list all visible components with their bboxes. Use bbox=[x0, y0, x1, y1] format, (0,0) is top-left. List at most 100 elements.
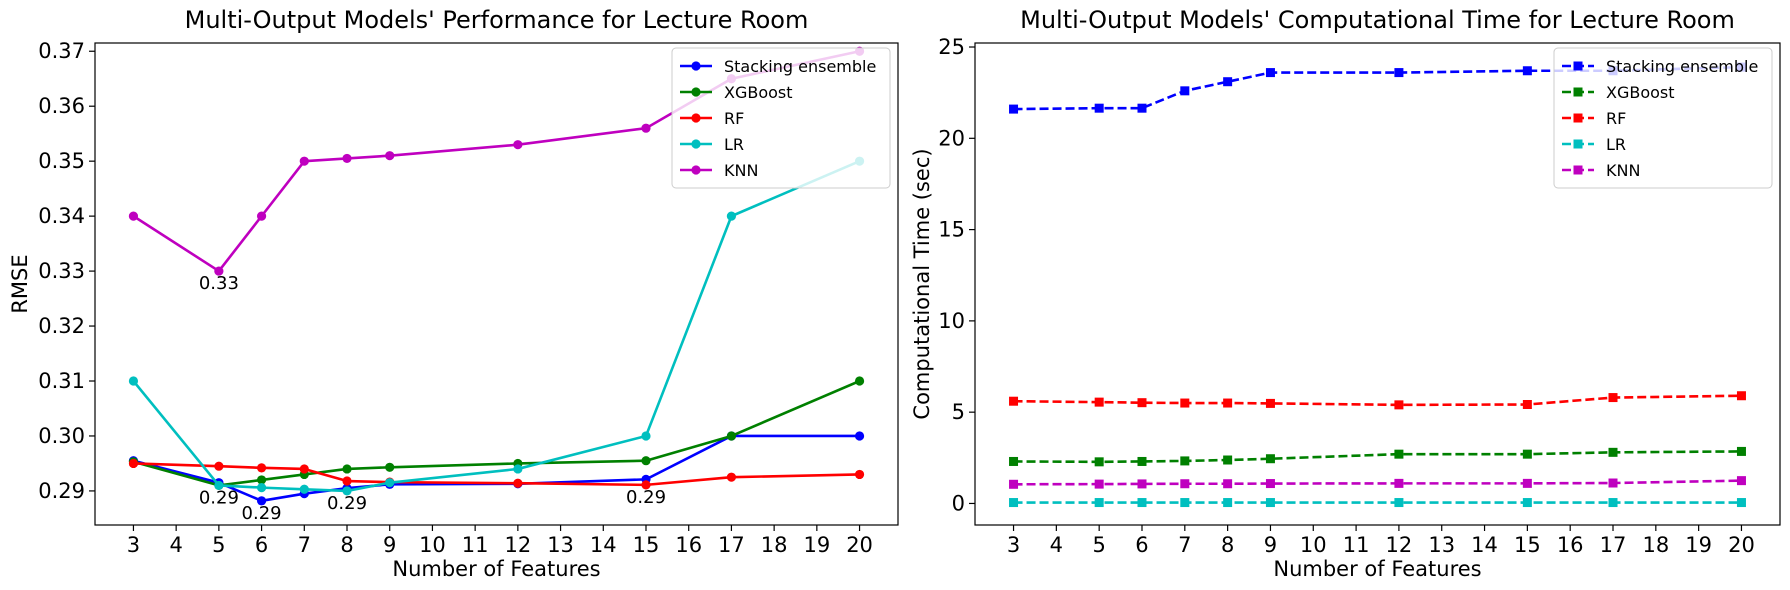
x-tick-label: 7 bbox=[298, 533, 311, 557]
data-label: 0.29 bbox=[327, 493, 367, 514]
data-point bbox=[256, 475, 267, 485]
x-tick-label: 12 bbox=[504, 533, 531, 557]
data-point bbox=[513, 140, 523, 150]
data-point bbox=[1394, 449, 1404, 459]
data-point bbox=[726, 431, 737, 441]
x-axis-label: Number of Features bbox=[392, 557, 600, 581]
chart-title: Multi-Output Models' Performance for Lec… bbox=[185, 6, 809, 34]
y-tick-label: 0.34 bbox=[38, 204, 85, 228]
legend-box bbox=[671, 47, 891, 189]
data-point bbox=[385, 151, 395, 161]
y-tick-label: 10 bbox=[938, 309, 965, 333]
x-tick-label: 9 bbox=[1264, 533, 1277, 557]
data-label: 0.29 bbox=[242, 503, 282, 524]
data-point bbox=[1265, 498, 1275, 508]
legend-label: LR bbox=[1606, 135, 1626, 154]
data-point bbox=[1522, 400, 1532, 409]
x-tick-label: 11 bbox=[1343, 533, 1370, 557]
x-tick-label: 3 bbox=[127, 533, 140, 557]
data-point bbox=[1608, 478, 1618, 488]
data-point bbox=[641, 431, 651, 441]
x-tick-label: 18 bbox=[761, 533, 788, 557]
data-point bbox=[128, 211, 139, 221]
data-point bbox=[1009, 396, 1019, 406]
legend-label: XGBoost bbox=[1606, 83, 1675, 102]
data-point bbox=[1223, 398, 1233, 408]
data-point bbox=[641, 123, 651, 133]
x-tick-label: 18 bbox=[1642, 533, 1669, 557]
x-tick-label: 13 bbox=[1428, 533, 1455, 557]
data-point bbox=[1608, 393, 1618, 403]
x-tick-label: 19 bbox=[1685, 533, 1712, 557]
series-line bbox=[133, 379, 861, 487]
y-tick-label: 0.30 bbox=[38, 424, 85, 448]
data-label: 0.29 bbox=[199, 487, 239, 508]
data-point bbox=[1137, 498, 1147, 508]
series-line bbox=[1013, 394, 1742, 407]
x-tick-label: 4 bbox=[1050, 533, 1063, 557]
y-tick-label: 0 bbox=[952, 491, 965, 515]
data-point bbox=[1522, 66, 1532, 76]
legend-swatch-marker bbox=[691, 113, 701, 123]
data-point bbox=[854, 469, 865, 480]
data-point bbox=[342, 476, 352, 486]
series-line bbox=[1013, 450, 1742, 464]
legend-label: KNN bbox=[1606, 161, 1640, 180]
x-tick-label: 15 bbox=[633, 533, 660, 557]
series-line bbox=[132, 159, 861, 493]
data-point bbox=[299, 484, 309, 494]
x-tick-label: 9 bbox=[383, 533, 396, 557]
data-point bbox=[1137, 479, 1147, 489]
x-tick-label: 16 bbox=[1557, 533, 1584, 557]
data-point bbox=[513, 478, 523, 488]
data-point bbox=[1180, 498, 1190, 508]
x-tick-label: 19 bbox=[803, 533, 830, 557]
x-tick-label: 8 bbox=[340, 533, 353, 557]
x-tick-label: 12 bbox=[1386, 533, 1413, 557]
data-point bbox=[1394, 498, 1404, 508]
legend-label: LR bbox=[724, 135, 744, 154]
data-point bbox=[854, 376, 865, 386]
data-point bbox=[342, 486, 352, 496]
legend-swatch-marker bbox=[691, 61, 701, 71]
data-point bbox=[1094, 103, 1104, 113]
x-tick-label: 3 bbox=[1007, 533, 1020, 557]
data-point bbox=[214, 266, 224, 276]
data-point bbox=[1608, 498, 1618, 508]
y-tick-label: 0.36 bbox=[38, 94, 85, 118]
data-point bbox=[299, 464, 309, 474]
y-tick-label: 0.31 bbox=[38, 369, 85, 393]
data-point bbox=[342, 464, 352, 474]
data-point bbox=[1394, 68, 1404, 78]
data-point bbox=[1180, 456, 1190, 466]
y-tick-label: 0.37 bbox=[38, 39, 85, 63]
legend-box bbox=[1553, 47, 1773, 189]
x-tick-label: 6 bbox=[255, 533, 268, 557]
data-point bbox=[1180, 86, 1190, 96]
data-point bbox=[1009, 498, 1019, 508]
legend-swatch-marker bbox=[691, 139, 701, 149]
x-tick-label: 5 bbox=[212, 533, 225, 557]
x-tick-label: 7 bbox=[1178, 533, 1191, 557]
series-line bbox=[1013, 479, 1742, 486]
x-tick-label: 17 bbox=[718, 533, 745, 557]
chart-computational-time: Multi-Output Models' Computational Time … bbox=[910, 6, 1781, 581]
plot-area-frame bbox=[94, 42, 899, 526]
legend-swatch-marker bbox=[691, 165, 701, 175]
data-point bbox=[1265, 398, 1275, 408]
x-tick-label: 4 bbox=[169, 533, 182, 557]
y-tick-label: 20 bbox=[938, 126, 965, 150]
y-tick-label: 5 bbox=[952, 400, 965, 424]
data-point bbox=[1736, 391, 1746, 401]
data-point bbox=[1180, 479, 1190, 489]
y-tick-label: 15 bbox=[938, 218, 965, 242]
data-point bbox=[513, 464, 523, 474]
x-tick-label: 5 bbox=[1092, 533, 1105, 557]
data-point bbox=[1094, 397, 1104, 407]
data-point bbox=[1736, 498, 1746, 508]
data-point bbox=[1223, 498, 1233, 508]
series-line bbox=[133, 462, 860, 487]
data-point bbox=[128, 376, 139, 386]
